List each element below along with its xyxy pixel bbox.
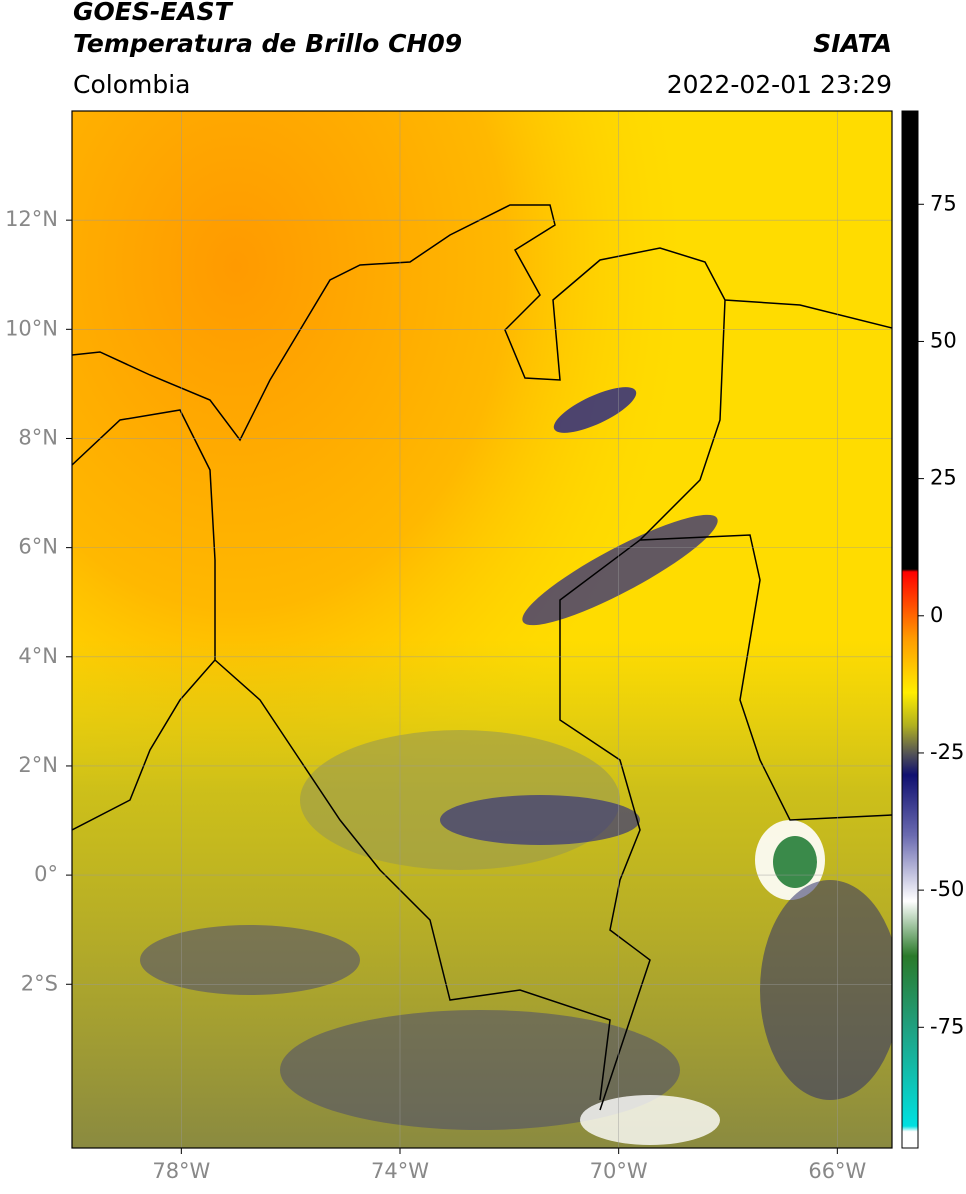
colorbar-tick-label: 0	[930, 603, 943, 627]
source: SIATA	[813, 29, 892, 58]
y-tick-label: 2°S	[21, 971, 58, 995]
colorbar	[901, 110, 919, 1149]
y-tick-label: 10°N	[5, 316, 58, 340]
y-tick-label: 2°N	[18, 753, 58, 777]
region: Colombia	[73, 70, 190, 99]
y-tick-label: 0°	[34, 862, 58, 886]
x-tick-label: 66°W	[808, 1159, 866, 1183]
subtitle: Temperatura de Brillo CH09	[73, 29, 462, 58]
x-tick-label: 70°W	[590, 1159, 648, 1183]
y-tick-label: 12°N	[5, 207, 58, 231]
title: GOES-EAST	[73, 0, 234, 26]
colorbar-tick-label: 25	[930, 466, 957, 490]
y-tick-label: 6°N	[18, 535, 58, 559]
x-tick-label: 78°W	[152, 1159, 210, 1183]
timestamp: 2022-02-01 23:29	[667, 70, 892, 99]
y-tick-label: 8°N	[18, 425, 58, 449]
colorbar-tick-label: -50	[930, 877, 964, 901]
colorbar-tick-label: -25	[930, 740, 964, 764]
colorbar-tick-label: 75	[930, 191, 957, 215]
x-tick-label: 74°W	[371, 1159, 429, 1183]
colorbar-tick-label: -75	[930, 1014, 964, 1038]
colorbar-tick-label: 50	[930, 328, 957, 352]
map-frame	[71, 110, 893, 1149]
satellite-image	[72, 111, 892, 1148]
y-tick-label: 4°N	[18, 644, 58, 668]
